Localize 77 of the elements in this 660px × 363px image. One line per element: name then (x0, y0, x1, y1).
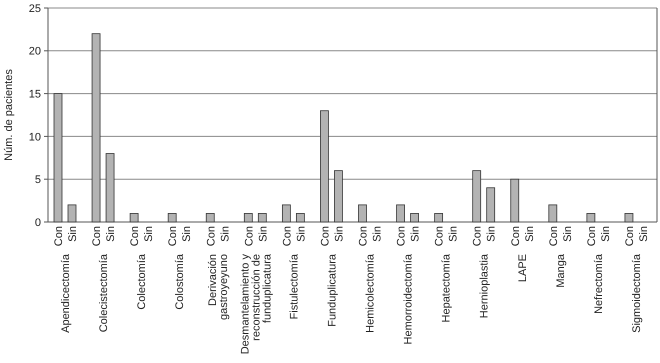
y-axis-title: Núm. de pacientes (3, 68, 15, 161)
x-tick-label: Manga (554, 253, 567, 288)
bar (624, 213, 634, 222)
x-tick-label: Derivación gastroyeyuno (206, 254, 230, 320)
x-tick-label: Fistulectomía (288, 253, 300, 320)
x-tick-label: Hepatectomía (440, 253, 453, 322)
bar (282, 204, 291, 222)
x-tick-label: LAPE (516, 254, 529, 282)
y-tick-label: 0 (34, 216, 41, 229)
bar (168, 213, 177, 222)
text: Sin (638, 226, 650, 242)
bar (68, 204, 76, 222)
x-tick-label: Hemicolectomía (364, 253, 376, 333)
text: Con (243, 226, 256, 246)
bar (410, 213, 419, 222)
x-tick-label: Colostomía (174, 253, 186, 310)
bar (92, 33, 100, 222)
bar (396, 204, 405, 222)
text: Con (358, 226, 370, 246)
text: Sin (295, 226, 308, 242)
text: Sin (143, 226, 156, 242)
bar (358, 204, 367, 222)
text: Con (319, 226, 332, 246)
text: Sin (410, 226, 422, 242)
bar (586, 213, 596, 222)
bar (434, 213, 444, 222)
text: Con (586, 226, 598, 246)
x-tick-label: Funduplicatura (326, 253, 338, 327)
text: Sin (448, 226, 460, 242)
y-tick-label: 5 (34, 174, 41, 186)
text: Sin (181, 226, 194, 242)
text: Con (91, 226, 104, 246)
y-tick-label: 15 (28, 88, 41, 100)
x-tick-label: Hemorroidectomía (402, 253, 415, 344)
text: Sin (257, 226, 270, 242)
text: Sin (333, 226, 346, 242)
text: Sin (372, 226, 384, 242)
bar (334, 170, 343, 222)
bar (510, 178, 520, 222)
text: Con (548, 226, 560, 246)
bar (548, 204, 558, 222)
y-tick-label: 10 (28, 131, 41, 144)
y-tick-label: 25 (28, 2, 41, 15)
x-tick-label: Colecistectomía (98, 253, 110, 332)
text: Con (205, 226, 218, 246)
bar (486, 187, 496, 222)
text: Con (396, 226, 408, 246)
text: Sin (219, 226, 232, 242)
bar (106, 153, 114, 222)
x-tick-label: Colectomía (136, 253, 148, 310)
text: Sin (67, 226, 79, 242)
bar (258, 213, 267, 222)
y-tick-label: 20 (28, 46, 41, 58)
bar (296, 213, 305, 222)
x-tick-label: Nefrectomía (592, 253, 605, 314)
bar (54, 93, 62, 222)
text: Con (434, 226, 446, 246)
text: Sin (600, 226, 612, 242)
x-tick-label: Sigmoidectomía (630, 253, 643, 333)
bar (244, 213, 253, 222)
x-tick-label: Hernioplastia (478, 253, 491, 318)
bar (206, 213, 215, 222)
bar (472, 170, 482, 222)
text: Con (624, 226, 636, 246)
text: Con (510, 226, 522, 246)
x-tick-label: Apendicectomía (60, 253, 72, 333)
bar (130, 213, 139, 222)
text: Sin (562, 226, 574, 242)
text: Sin (105, 226, 118, 242)
text: Sin (486, 226, 498, 242)
text: Sin (524, 226, 536, 242)
text: Con (129, 226, 142, 246)
bar (320, 110, 329, 222)
text: Con (281, 226, 294, 246)
text: Con (472, 226, 484, 246)
text: Con (53, 226, 65, 246)
text: Con (167, 226, 180, 246)
